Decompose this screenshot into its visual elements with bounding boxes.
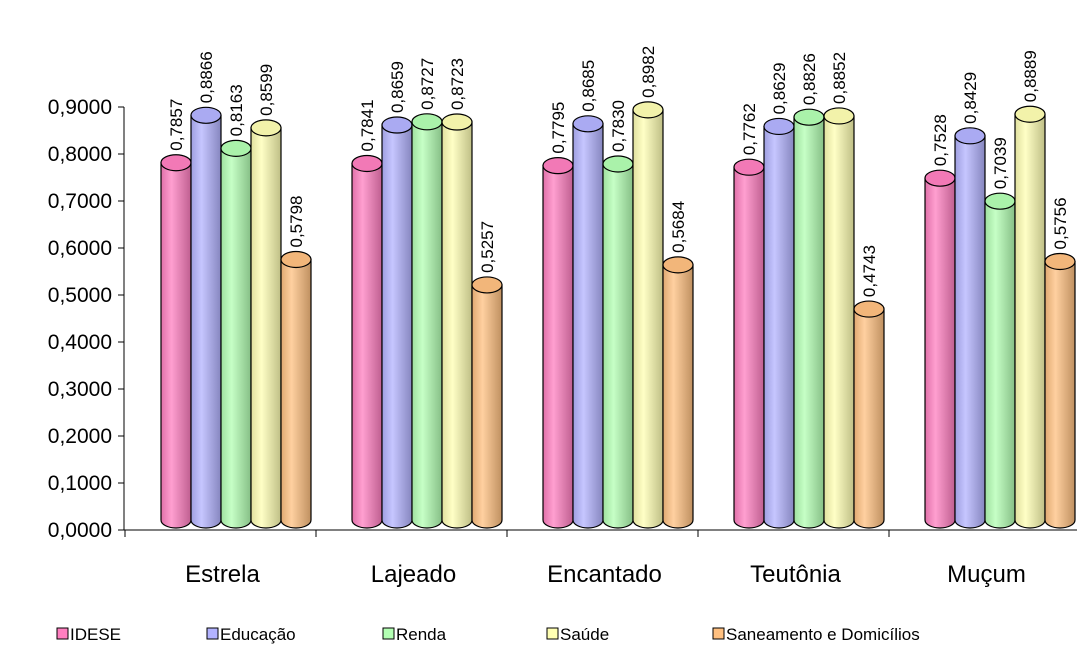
bar (542, 157, 574, 529)
legend-swatch (382, 627, 395, 640)
bar (250, 119, 282, 529)
value-label: 0,8629 (770, 62, 789, 114)
y-tick-label: 0,3000 (48, 378, 112, 401)
bar (954, 127, 986, 529)
bar (853, 300, 885, 529)
bar (793, 108, 825, 529)
value-label: 0,8982 (639, 46, 658, 98)
bar (280, 250, 312, 529)
bars (160, 101, 1076, 529)
bar (160, 154, 192, 529)
bar (471, 276, 503, 529)
value-label: 0,5756 (1051, 197, 1070, 249)
value-label: 0,7841 (358, 99, 377, 151)
value-label: 0,7795 (549, 102, 568, 154)
bar (662, 256, 694, 529)
value-label: 0,8852 (830, 52, 849, 104)
x-category-label: Estrela (185, 561, 260, 588)
bar (351, 154, 383, 529)
x-category-label: Lajeado (371, 561, 456, 588)
legend-swatch (206, 627, 219, 640)
bar (984, 192, 1016, 529)
bar (733, 158, 765, 529)
legend-label: IDESE (70, 625, 121, 644)
value-label: 0,8723 (448, 58, 467, 110)
value-label: 0,7528 (931, 114, 950, 166)
bar (190, 106, 222, 529)
value-label: 0,8889 (1021, 50, 1040, 102)
legend-swatch (546, 627, 559, 640)
value-label: 0,7039 (991, 137, 1010, 189)
value-label: 0,4743 (860, 245, 879, 297)
value-label: 0,5257 (478, 221, 497, 273)
y-tick-label: 0,6000 (48, 237, 112, 260)
y-tick-label: 0,5000 (48, 284, 112, 307)
x-category-label: Teutônia (750, 561, 841, 588)
y-tick-label: 0,4000 (48, 331, 112, 354)
legend-swatch (712, 627, 725, 640)
value-labels: 0,7857 0,8866 0,8163 0,8599 0,5798 0,7841 0,86… (167, 46, 1070, 297)
legend: IDESE Educação Renda Saúde Saneamento e Domi… (56, 625, 920, 644)
x-category-label: Muçum (947, 561, 1026, 588)
x-category-label: Encantado (547, 561, 662, 588)
bar (632, 101, 664, 529)
bar (411, 113, 443, 529)
bar (441, 113, 473, 529)
value-label: 0,5798 (287, 195, 306, 247)
legend-label: Saúde (560, 625, 609, 644)
value-label: 0,7830 (609, 100, 628, 152)
value-label: 0,8866 (197, 51, 216, 103)
y-tick-label: 0,2000 (48, 425, 112, 448)
bar (924, 169, 956, 529)
legend-swatch (56, 627, 69, 640)
value-label: 0,5684 (669, 201, 688, 253)
bar (1014, 105, 1046, 529)
legend-item: Educação (206, 625, 296, 644)
legend-item: Saúde (546, 625, 609, 644)
bar (220, 139, 252, 529)
bar (763, 117, 795, 529)
bar (572, 115, 604, 529)
bar (1044, 252, 1076, 529)
value-label: 0,7762 (740, 103, 759, 155)
value-label: 0,8826 (800, 53, 819, 105)
value-label: 0,7857 (167, 99, 186, 151)
value-label: 0,8659 (388, 61, 407, 113)
legend-item: Saneamento e Domicílios (712, 625, 920, 644)
y-tick-label: 0,9000 (48, 96, 112, 119)
x-axis: Estrela Lajeado Encantado Teutônia Muçum (124, 529, 1077, 588)
value-label: 0,8163 (227, 84, 246, 136)
legend-label: Educação (220, 625, 296, 644)
bar (602, 155, 634, 529)
legend-label: Renda (396, 625, 447, 644)
bar (381, 116, 413, 529)
value-label: 0,8685 (579, 60, 598, 112)
value-label: 0,8727 (418, 58, 437, 110)
y-tick-label: 0,8000 (48, 143, 112, 166)
legend-item: IDESE (56, 625, 121, 644)
y-tick-label: 0,0000 (48, 519, 112, 542)
bar (823, 107, 855, 529)
y-axis: 0,0000 0,1000 0,2000 0,3000 0,4000 0,5000 0,60… (48, 96, 125, 542)
value-label: 0,8429 (961, 72, 980, 124)
y-tick-label: 0,1000 (48, 472, 112, 495)
legend-item: Renda (382, 625, 447, 644)
legend-label: Saneamento e Domicílios (726, 625, 920, 644)
y-tick-label: 0,7000 (48, 190, 112, 213)
value-label: 0,8599 (257, 64, 276, 116)
